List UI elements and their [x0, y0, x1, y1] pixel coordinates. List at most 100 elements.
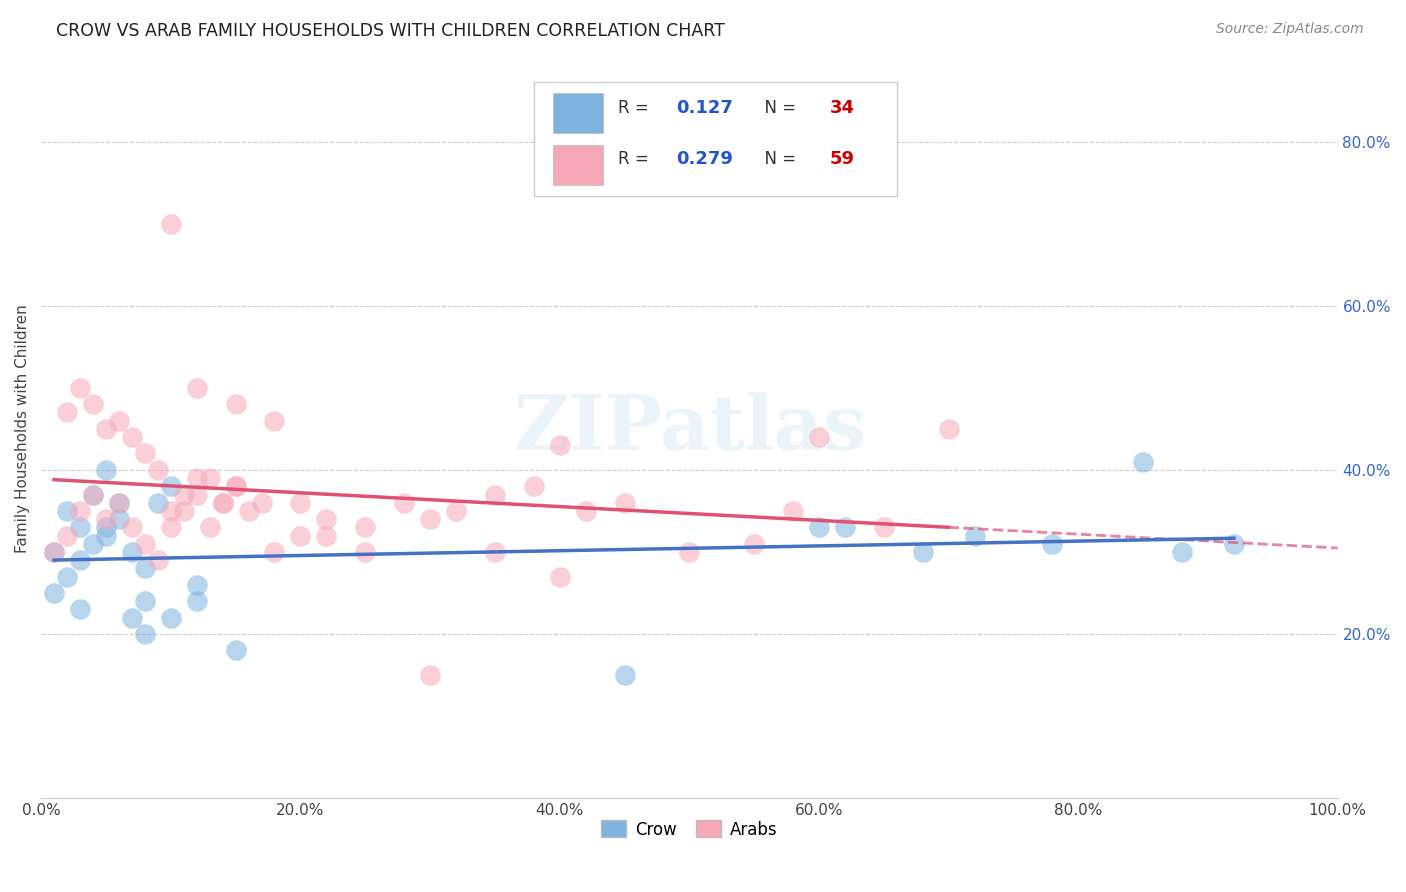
- Point: [484, 487, 506, 501]
- Text: ZIPatlas: ZIPatlas: [513, 392, 866, 466]
- Point: [186, 594, 208, 608]
- Point: [108, 512, 131, 526]
- Point: [56, 504, 79, 518]
- Point: [108, 496, 131, 510]
- Text: CROW VS ARAB FAMILY HOUSEHOLDS WITH CHILDREN CORRELATION CHART: CROW VS ARAB FAMILY HOUSEHOLDS WITH CHIL…: [56, 22, 725, 40]
- Point: [808, 520, 831, 534]
- Point: [198, 520, 221, 534]
- Point: [613, 668, 636, 682]
- Point: [1171, 545, 1194, 559]
- Point: [186, 487, 208, 501]
- Point: [134, 561, 156, 575]
- Point: [225, 479, 247, 493]
- Text: R =: R =: [619, 99, 654, 117]
- Point: [211, 496, 233, 510]
- Point: [94, 422, 117, 436]
- Point: [290, 528, 312, 542]
- Point: [159, 217, 181, 231]
- Point: [315, 512, 337, 526]
- Point: [938, 422, 960, 436]
- Point: [159, 610, 181, 624]
- Point: [290, 496, 312, 510]
- Point: [250, 496, 273, 510]
- Point: [56, 405, 79, 419]
- Text: N =: N =: [754, 99, 801, 117]
- Point: [225, 479, 247, 493]
- Point: [548, 569, 571, 583]
- Point: [159, 479, 181, 493]
- Point: [186, 381, 208, 395]
- Point: [159, 520, 181, 534]
- Point: [69, 381, 91, 395]
- Point: [198, 471, 221, 485]
- Point: [575, 504, 598, 518]
- Y-axis label: Family Households with Children: Family Households with Children: [15, 304, 30, 553]
- Point: [121, 545, 143, 559]
- Point: [108, 496, 131, 510]
- Point: [56, 569, 79, 583]
- Point: [108, 414, 131, 428]
- Point: [121, 430, 143, 444]
- Point: [69, 553, 91, 567]
- Point: [354, 520, 377, 534]
- Point: [42, 545, 65, 559]
- Point: [354, 545, 377, 559]
- Point: [134, 594, 156, 608]
- Point: [211, 496, 233, 510]
- Point: [146, 496, 169, 510]
- FancyBboxPatch shape: [553, 93, 603, 134]
- Point: [225, 397, 247, 411]
- Point: [146, 463, 169, 477]
- Text: 0.279: 0.279: [676, 151, 734, 169]
- Point: [82, 487, 104, 501]
- Point: [873, 520, 896, 534]
- Point: [548, 438, 571, 452]
- Point: [121, 610, 143, 624]
- Point: [159, 504, 181, 518]
- Point: [263, 545, 285, 559]
- Point: [444, 504, 467, 518]
- Point: [82, 537, 104, 551]
- Point: [782, 504, 804, 518]
- Point: [173, 504, 195, 518]
- Text: 0.127: 0.127: [676, 99, 734, 117]
- Point: [82, 397, 104, 411]
- Point: [484, 545, 506, 559]
- Point: [94, 512, 117, 526]
- Legend: Crow, Arabs: Crow, Arabs: [595, 814, 785, 846]
- Point: [1223, 537, 1246, 551]
- Point: [315, 528, 337, 542]
- Point: [238, 504, 260, 518]
- Point: [56, 528, 79, 542]
- Text: 59: 59: [830, 151, 855, 169]
- Point: [225, 643, 247, 657]
- Point: [834, 520, 856, 534]
- Point: [523, 479, 546, 493]
- Point: [419, 668, 441, 682]
- Point: [42, 586, 65, 600]
- Text: R =: R =: [619, 151, 654, 169]
- Point: [146, 553, 169, 567]
- Point: [186, 578, 208, 592]
- Point: [134, 627, 156, 641]
- Point: [69, 602, 91, 616]
- Point: [94, 528, 117, 542]
- Point: [678, 545, 700, 559]
- Point: [69, 520, 91, 534]
- Point: [1042, 537, 1064, 551]
- FancyBboxPatch shape: [553, 145, 603, 186]
- Point: [173, 487, 195, 501]
- Point: [94, 520, 117, 534]
- Point: [263, 414, 285, 428]
- Point: [69, 504, 91, 518]
- Point: [94, 463, 117, 477]
- Point: [1132, 455, 1154, 469]
- Point: [392, 496, 415, 510]
- Point: [42, 545, 65, 559]
- Point: [121, 520, 143, 534]
- Point: [419, 512, 441, 526]
- FancyBboxPatch shape: [534, 82, 897, 196]
- Point: [134, 537, 156, 551]
- Point: [186, 471, 208, 485]
- Point: [911, 545, 934, 559]
